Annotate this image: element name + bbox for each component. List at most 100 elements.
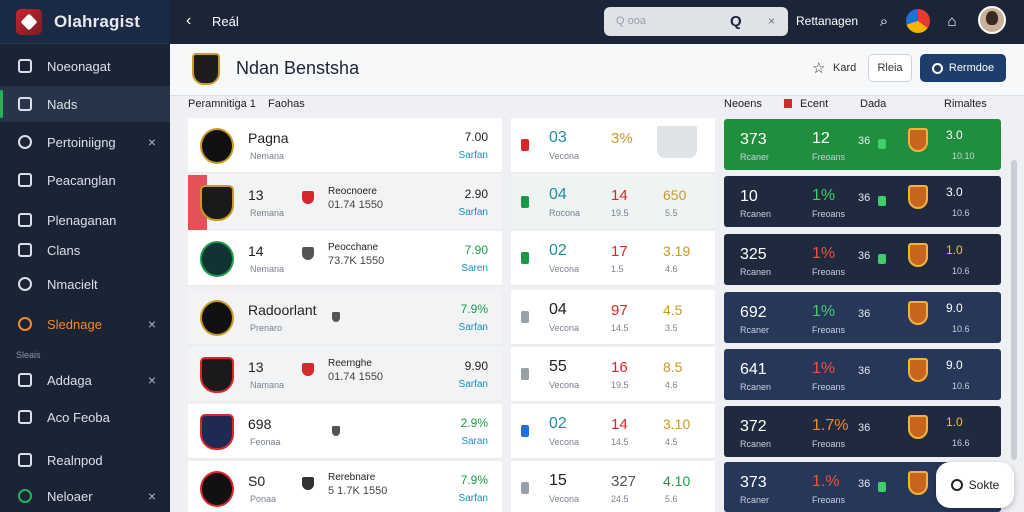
back-link[interactable]: Reál: [212, 14, 239, 29]
row-meta: 01.74 1550: [328, 371, 384, 383]
stat-sub: 24.5: [611, 494, 629, 504]
row-link[interactable]: Sarfan: [458, 150, 488, 161]
chat-button-label: Sokte: [968, 478, 1000, 492]
stat-label: Vecona: [549, 380, 580, 390]
sidebar-item-label: Addaga: [47, 372, 92, 388]
sidebar-item-neloaer[interactable]: Neloaer ×: [0, 478, 170, 512]
row-team: Rerebnare: [328, 472, 376, 483]
sidebar-item-nmacielt[interactable]: Nmacielt: [0, 266, 170, 302]
stat-label: Vecona: [549, 264, 580, 274]
list-item[interactable]: Radoorlant Prenaro 7.9% Sarfan: [188, 290, 502, 345]
stat-sub: 19.5: [611, 208, 629, 218]
home-icon: [18, 59, 32, 73]
club-badge-icon: [302, 477, 314, 490]
sidebar-item-pertoiniigng[interactable]: Pertoiniigng ×: [0, 124, 170, 160]
stats-row[interactable]: 15 Vecona 327 24.5 4.10 5.6: [511, 461, 715, 512]
topbar: ‹ Reál Q ooa Q × Rettanagen ⌕ ⌂: [170, 0, 1024, 44]
row-value: 7.9%: [460, 302, 488, 316]
section-label: Sleais: [16, 350, 41, 360]
close-icon[interactable]: ×: [147, 372, 156, 388]
result-label: Rcaner: [740, 495, 770, 505]
stats-row[interactable]: 02 Vecona 17 1.5 3.19 4.6: [511, 231, 715, 286]
layout-icon: [18, 213, 32, 227]
sidebar-item-realnpod[interactable]: Realnpod: [0, 442, 170, 478]
avatar[interactable]: [978, 6, 1006, 34]
head-link[interactable]: Kard: [833, 62, 857, 74]
placeholder-shape: [657, 126, 697, 158]
row-link[interactable]: Saren: [461, 263, 488, 274]
result-score-sub: 10.6: [952, 381, 970, 391]
stats-row[interactable]: 55 Vecona 16 19.5 8.5 4.6: [511, 347, 715, 402]
row-link[interactable]: Saran: [461, 436, 488, 447]
sidebar-item-nads[interactable]: Nads: [0, 86, 170, 122]
stats-row[interactable]: 03 Vecona 3%: [511, 118, 715, 173]
sidebar-item-peacanglan[interactable]: Peacanglan: [0, 162, 170, 198]
row-link[interactable]: Sarfan: [458, 379, 488, 390]
chat-button[interactable]: Sokte: [936, 462, 1014, 508]
stats-row[interactable]: 02 Vecona 14 14.5 3.10 4.5: [511, 404, 715, 459]
stat-sub: 5.5: [665, 208, 678, 218]
notifications-icon[interactable]: [906, 9, 930, 33]
legend-marker: [784, 99, 792, 108]
list-item[interactable]: S0 Ponaa Rerebnare 5 1.7K 1550 7.9% Sarf…: [188, 461, 502, 512]
secondary-button[interactable]: Rleia: [868, 54, 912, 82]
result-card[interactable]: 692 Rcaner 1% Freoans 36 9.0 10.6: [724, 292, 1001, 343]
result-score-sub: 16.6: [952, 438, 970, 448]
row-sub: Nemana: [250, 151, 285, 161]
row-name: 13: [248, 359, 264, 375]
list-item[interactable]: Pagna Nemana 7.00 Sarfan: [188, 118, 502, 173]
result-card[interactable]: 372 Rcanen 1.7% Freoans 36 1.0 16.6: [724, 406, 1001, 457]
sidebar-item-addaga[interactable]: Addaga ×: [0, 362, 170, 398]
clear-icon[interactable]: ×: [768, 14, 776, 28]
status-icon: [521, 425, 529, 437]
stat-number: 02: [549, 242, 567, 259]
sidebar-item-slednage[interactable]: Slednage ×: [0, 306, 170, 342]
brand[interactable]: Olahragist: [0, 0, 170, 44]
pin-icon: [332, 426, 340, 436]
stats-row[interactable]: 04 Vecona 97 14.5 4.5 3.5: [511, 290, 715, 345]
result-card[interactable]: 325 Rcanen 1% Freoans 36 1.0 10.6: [724, 234, 1001, 285]
primary-button[interactable]: Rermdoe: [920, 54, 1006, 82]
close-icon[interactable]: ×: [147, 488, 156, 504]
result-number: 641: [740, 361, 767, 378]
result-card[interactable]: 641 Rcanen 1% Freoans 36 9.0 10.6: [724, 349, 1001, 400]
indicator-icon: [878, 139, 886, 149]
row-link[interactable]: Sarfan: [458, 322, 488, 333]
search-icon[interactable]: ⌕: [879, 12, 889, 30]
row-sub: Prenaro: [250, 323, 283, 333]
row-value: 7.9%: [460, 473, 488, 487]
sidebar-item-aco-feoba[interactable]: Aco Feoba: [0, 399, 170, 435]
result-card[interactable]: 373 Rcaner 12 Freoans 36 3.0 10.10: [724, 119, 1001, 170]
row-name: Pagna: [248, 130, 289, 146]
row-link[interactable]: Sarfan: [458, 493, 488, 504]
home-icon[interactable]: ⌂: [947, 12, 957, 30]
list-item[interactable]: 13 Remana Reocnoere 01.74 1550 2.90 Sarf…: [188, 175, 502, 230]
sidebar-item-clans[interactable]: Clans: [0, 232, 170, 268]
top-link[interactable]: Rettanagen: [796, 14, 859, 28]
search-icon[interactable]: Q: [730, 13, 742, 30]
stat-label: Rocona: [549, 208, 581, 218]
pen-icon: [18, 373, 32, 387]
stats-row[interactable]: 04 Rocona 14 19.5 650 5.5: [511, 175, 715, 230]
result-event: 12: [812, 130, 830, 147]
search-input[interactable]: Q ooa Q ×: [604, 7, 788, 36]
scrollbar[interactable]: [1011, 160, 1017, 460]
row-name: 698: [248, 416, 272, 432]
close-icon[interactable]: ×: [147, 134, 156, 150]
list-item[interactable]: 13 Namana Reernghe 01.74 1550 9.90 Sarfa…: [188, 347, 502, 402]
back-arrow-icon[interactable]: ‹: [186, 12, 192, 29]
sidebar-item-noeonagat[interactable]: Noeonagat: [0, 48, 170, 84]
row-meta: 73.7K 1550: [328, 255, 385, 267]
result-sub: Freoans: [812, 209, 846, 219]
settings-icon: [18, 277, 32, 291]
close-icon[interactable]: ×: [147, 316, 156, 332]
row-link[interactable]: Sarfan: [458, 207, 488, 218]
list-item[interactable]: 14 Nemana Peocchane 73.7K 1550 7.90 Sare…: [188, 231, 502, 286]
stat-number: 55: [549, 358, 567, 375]
list-item[interactable]: 698 Feonaa 2.9% Saran: [188, 404, 502, 459]
star-icon[interactable]: ☆: [812, 60, 826, 77]
sidebar-item-plenaganan[interactable]: Plenaganan: [0, 202, 170, 238]
result-card[interactable]: 10 Rcanen 1% Freoans 36 3.0 10.6: [724, 176, 1001, 227]
row-value: 2.90: [464, 187, 488, 201]
stat-label: Vecona: [549, 151, 580, 161]
